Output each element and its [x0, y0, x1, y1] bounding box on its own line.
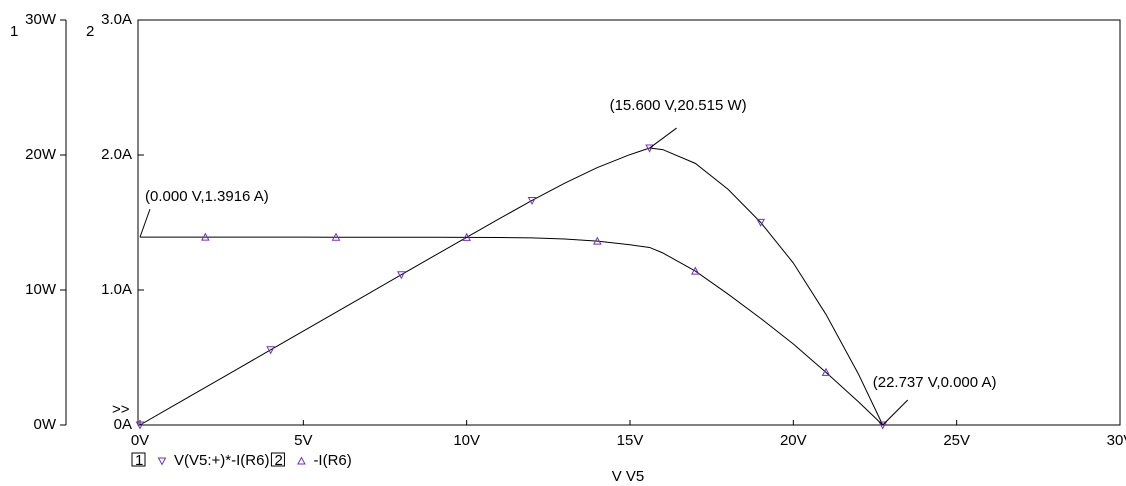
legend-axis-id: 1	[135, 452, 143, 469]
axis-id: 2	[86, 23, 94, 40]
annotation-leader	[882, 399, 909, 426]
y-tick-label: 10W	[25, 281, 57, 298]
plot-frame	[137, 19, 1121, 426]
legend-axis-id: 2	[274, 452, 282, 469]
series-marker	[690, 266, 700, 275]
annotation: (15.600 V,20.515 W)	[610, 97, 747, 114]
x-tick-label: 30V	[1107, 432, 1126, 449]
y2-tick-label: 2.0A	[101, 146, 132, 163]
series-marker	[878, 421, 888, 430]
x-tick-label: 20V	[780, 432, 807, 449]
series-line	[140, 236, 884, 426]
series-line	[139, 147, 884, 426]
legend-label: V(V5:+)*-I(R6)	[174, 452, 269, 469]
legend-symbol	[157, 457, 167, 466]
y2-tick-label: 1.0A	[101, 281, 132, 298]
series-marker	[821, 367, 831, 376]
series-marker	[462, 232, 472, 241]
axis-id: 1	[10, 23, 18, 40]
series-marker	[331, 232, 341, 241]
annotation-leader	[139, 208, 151, 238]
cursor-mark: >>	[112, 401, 130, 418]
x-tick-label: 0V	[131, 432, 149, 449]
y-tick-label: 0W	[34, 416, 57, 433]
series-marker	[645, 144, 654, 153]
legend-box	[270, 452, 285, 467]
series-marker	[527, 196, 537, 206]
y-tick-label: 20W	[25, 146, 57, 163]
y2-tick-label: 3.0A	[101, 11, 132, 28]
series-marker	[592, 236, 602, 245]
legend-symbol	[297, 456, 306, 465]
x-tick-label: 10V	[453, 432, 480, 449]
legend-label: -I(R6)	[313, 452, 351, 469]
x-tick-label: 5V	[294, 432, 312, 449]
y2-tick-label: 0A	[114, 416, 132, 433]
series-marker	[200, 232, 210, 241]
x-axis-label: V V5	[612, 468, 645, 485]
annotation: (0.000 V,1.3916 A)	[145, 188, 269, 205]
legend-box	[131, 452, 146, 467]
x-tick-label: 25V	[943, 432, 970, 449]
series-marker	[135, 421, 145, 430]
series-marker	[756, 218, 766, 227]
annotation-leader	[649, 127, 677, 149]
x-tick-label: 15V	[617, 432, 644, 449]
y-tick-label: 30W	[25, 11, 57, 28]
series-marker	[396, 271, 406, 280]
annotation: (22.737 V,0.000 A)	[873, 374, 997, 391]
series-marker	[266, 346, 276, 355]
